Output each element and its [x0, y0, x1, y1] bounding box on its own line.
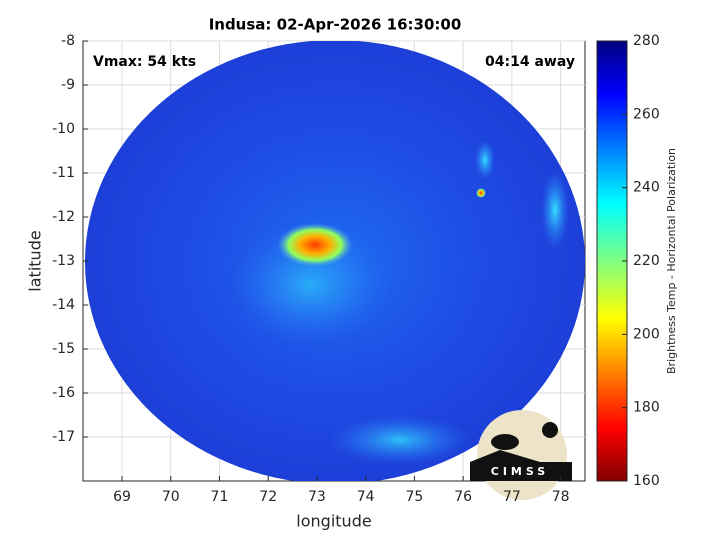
colorbar-tick-label: 280 [633, 33, 660, 49]
y-tick-label: -10 [52, 121, 75, 137]
x-tick-label: 71 [211, 489, 229, 505]
y-tick-label: -17 [52, 429, 75, 445]
rain-band [541, 170, 569, 250]
x-tick-label: 75 [406, 489, 424, 505]
y-axis-label: latitude [26, 230, 45, 291]
x-tick-label: 72 [259, 489, 277, 505]
x-tick-label: 73 [308, 489, 326, 505]
y-tick-label: -11 [52, 165, 75, 181]
x-tick-label: 74 [357, 489, 375, 505]
chart-title: Indusa: 02-Apr-2026 16:30:00 [209, 16, 462, 34]
colorbar-tick-label: 260 [633, 106, 660, 122]
x-tick-label: 77 [503, 489, 521, 505]
logo-dish [491, 434, 519, 450]
colorbar-label: Brightness Temp - Horizontal Polarizatio… [665, 148, 678, 374]
annotation: Vmax: 54 kts [93, 54, 196, 70]
rain-band [475, 140, 495, 180]
cell [476, 188, 486, 198]
x-axis-label: longitude [296, 512, 371, 531]
logo-tower [542, 422, 558, 438]
logo-text: CIMSS [491, 465, 549, 478]
logo-shape [470, 450, 572, 481]
colorbar-tick-label: 160 [633, 473, 660, 489]
colorbar-tick-label: 220 [633, 253, 660, 269]
y-tick-label: -13 [52, 253, 75, 269]
annotation: 04:14 away [485, 54, 575, 70]
y-tick-label: -12 [52, 209, 75, 225]
rain-band [230, 225, 390, 345]
y-tick-label: -15 [52, 341, 75, 357]
colorbar-tick-label: 180 [633, 400, 660, 416]
colorbar-tick-label: 240 [633, 180, 660, 196]
logo: CIMSS [470, 410, 572, 500]
y-tick-label: -9 [61, 77, 75, 93]
rain-band [330, 415, 470, 465]
eyewall [277, 223, 353, 267]
y-tick-label: -8 [61, 33, 75, 49]
x-tick-label: 69 [113, 489, 131, 505]
x-tick-label: 70 [162, 489, 180, 505]
colorbar-tick-label: 200 [633, 326, 660, 342]
y-tick-label: -14 [52, 297, 75, 313]
y-tick-label: -16 [52, 385, 75, 401]
x-tick-label: 76 [454, 489, 472, 505]
x-tick-label: 78 [552, 489, 570, 505]
image [85, 41, 585, 481]
